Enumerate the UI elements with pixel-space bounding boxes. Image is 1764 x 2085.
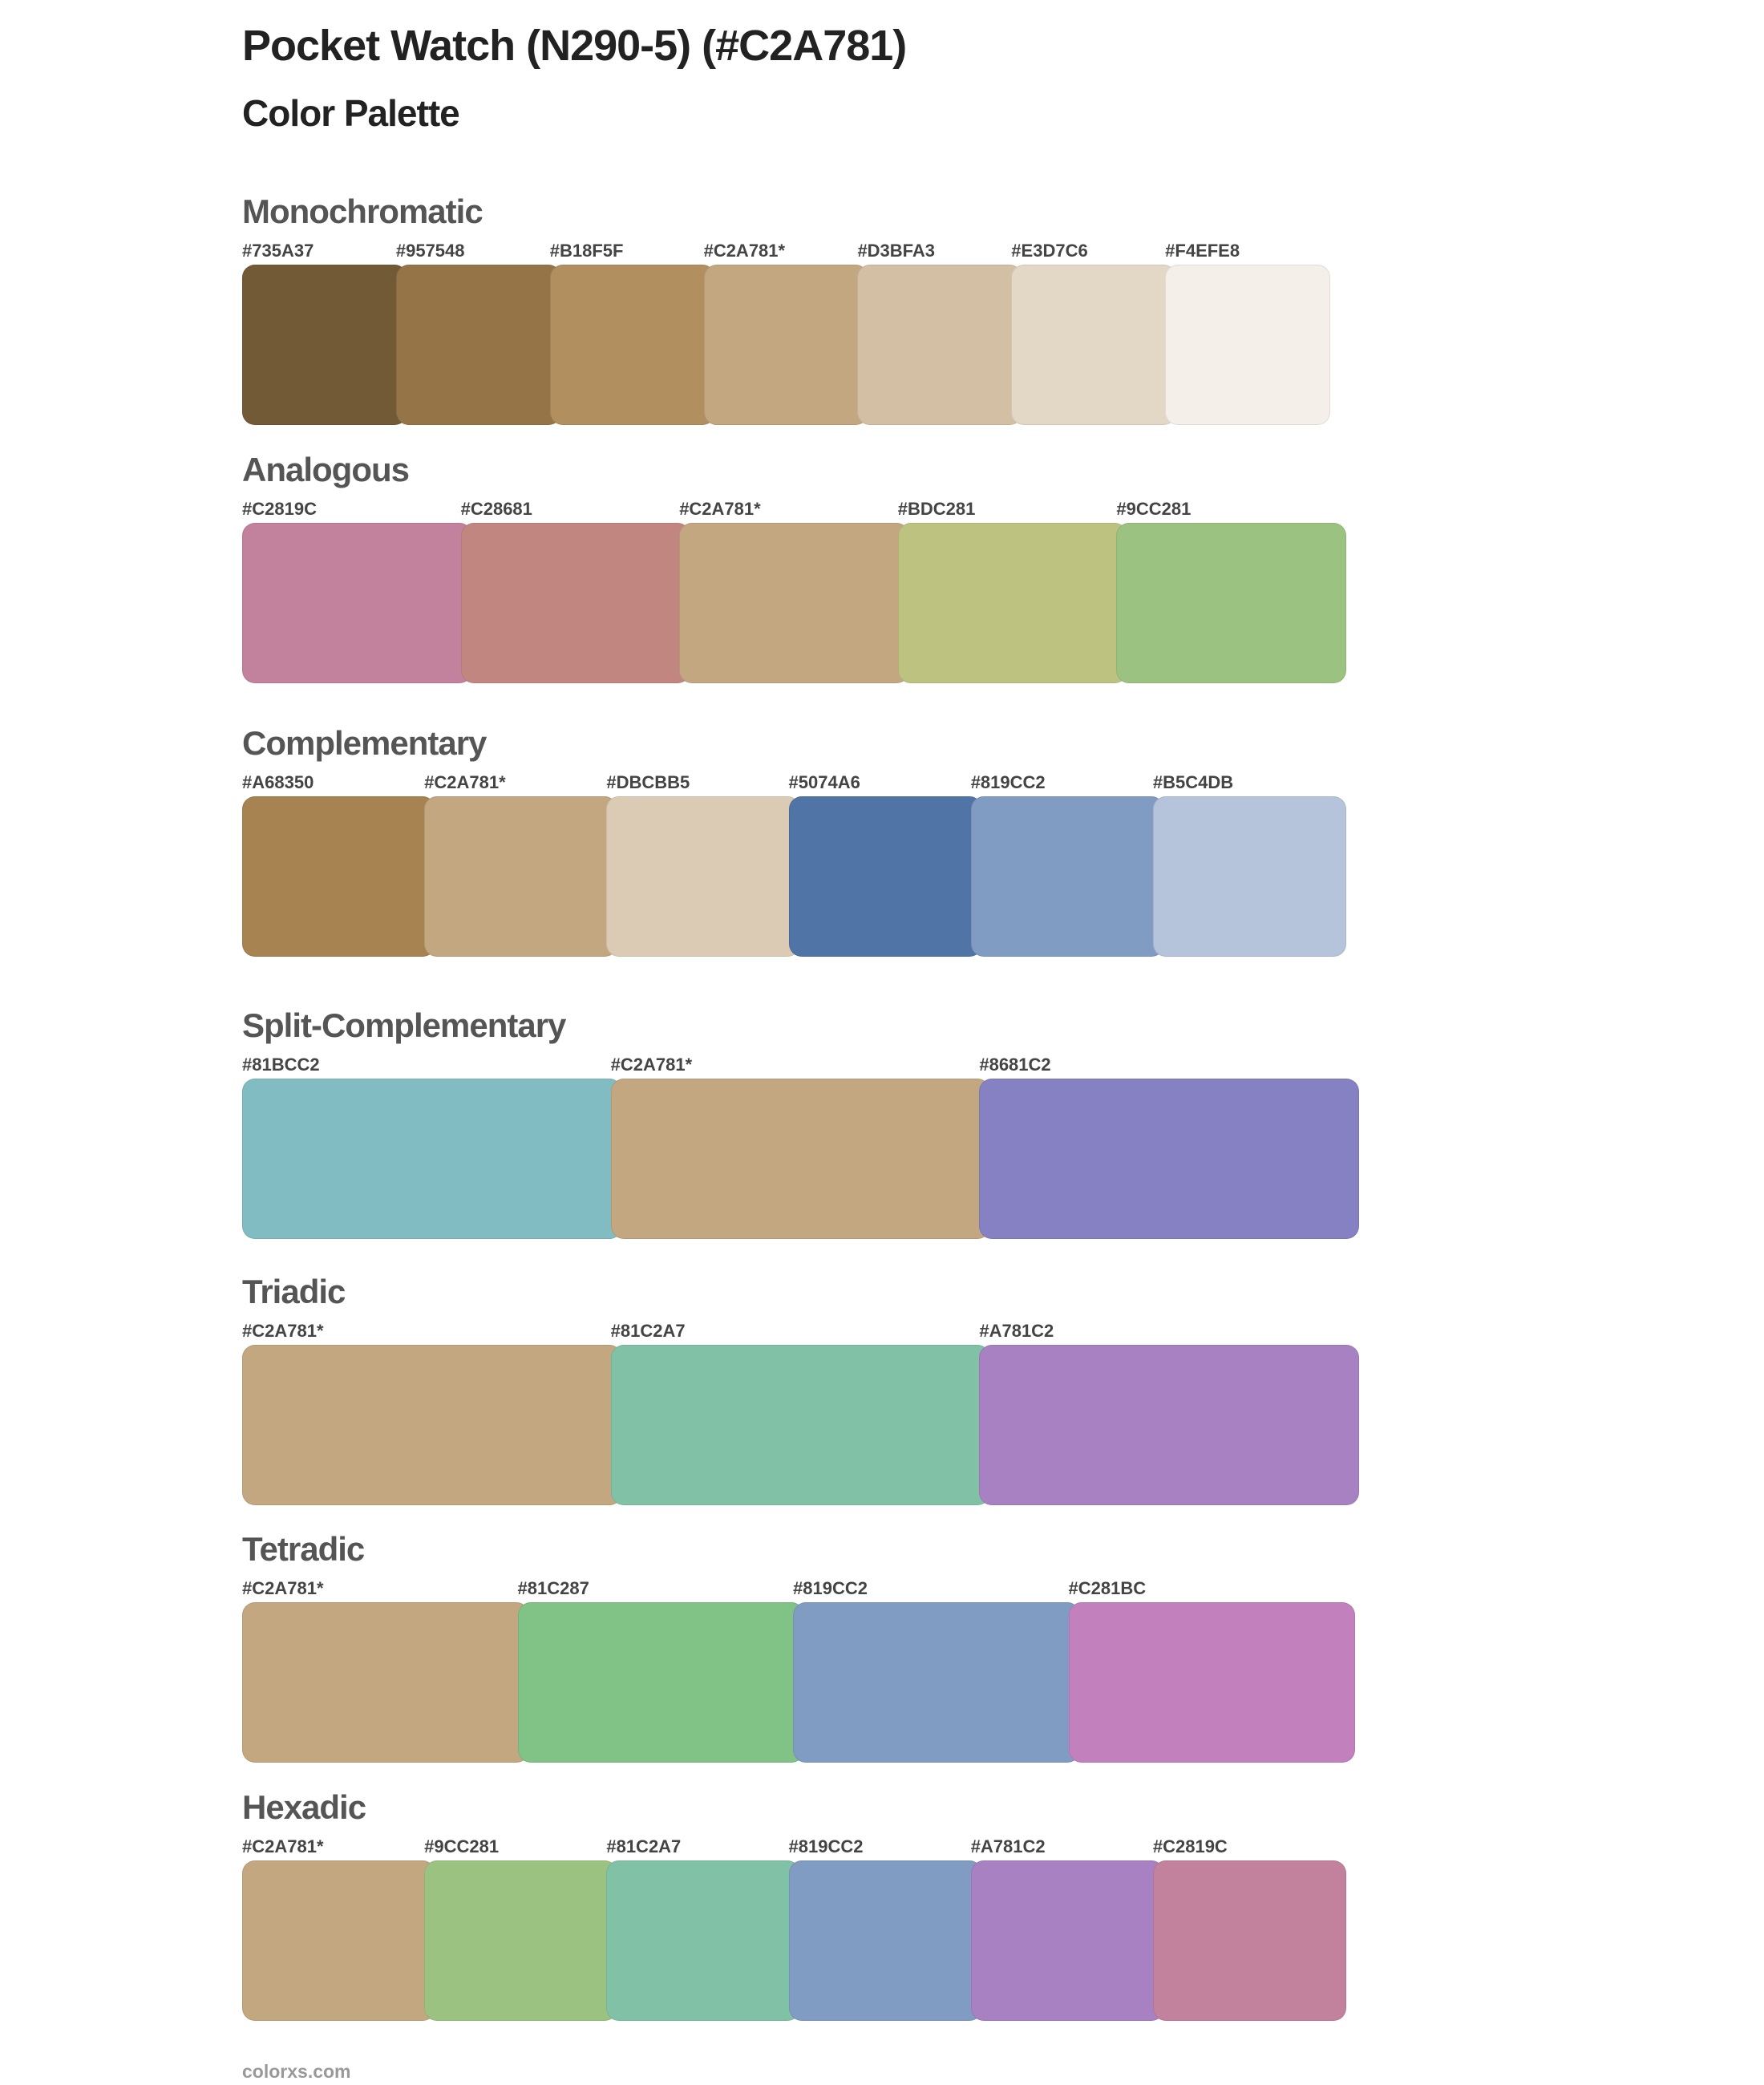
- swatch-row: #C2A781* #9CC281 #81C2A7 #819CC2 #A781C2 #C28…: [242, 1836, 1347, 2021]
- swatch-hex-label: #735A37: [242, 241, 314, 261]
- swatch-hex-label: #D3BFA3: [857, 241, 936, 261]
- color-swatch[interactable]: #A68350: [242, 772, 436, 957]
- color-swatch[interactable]: #C2A781*: [242, 1321, 622, 1505]
- color-swatch[interactable]: #B5C4DB: [1152, 772, 1347, 957]
- color-swatch[interactable]: #81BCC2: [242, 1055, 622, 1239]
- swatch-hex-label: #81C2A7: [606, 1836, 682, 1856]
- swatch-hex-label: #B5C4DB: [1152, 772, 1234, 792]
- color-swatch[interactable]: #E3D7C6: [1011, 241, 1177, 425]
- palette-section-split-complementary: Split-Complementary #81BCC2 #C2A781* #8681C…: [242, 1006, 1360, 1239]
- swatch-hex-label: #8681C2: [979, 1055, 1051, 1075]
- color-swatch[interactable]: #81C2A7: [610, 1321, 991, 1505]
- swatch-hex-label: #DBCBB5: [606, 772, 690, 792]
- color-swatch[interactable]: #81C287: [517, 1578, 804, 1763]
- color-swatch[interactable]: #B18F5F: [549, 241, 715, 425]
- swatch-hex-label: #C2A781*: [703, 241, 786, 261]
- color-swatch[interactable]: #C2A781*: [610, 1055, 991, 1239]
- color-swatch[interactable]: #A781C2: [979, 1321, 1360, 1505]
- section-heading: Analogous: [242, 451, 410, 488]
- swatch-hex-label: #C2819C: [1152, 1836, 1228, 1856]
- palette-section-monochromatic: Monochromatic #735A37 #957548 #B18F5F #C2A78…: [242, 192, 1331, 425]
- swatch-hex-label: #819CC2: [970, 772, 1046, 792]
- color-swatch[interactable]: #C281BC: [1068, 1578, 1355, 1763]
- color-swatch[interactable]: #C2A781*: [679, 499, 909, 683]
- swatch-hex-label: #C2A781*: [242, 1578, 324, 1598]
- color-swatch[interactable]: #819CC2: [788, 1836, 982, 2021]
- swatch-hex-label: #957548: [395, 241, 465, 261]
- color-swatch[interactable]: #9CC281: [1116, 499, 1346, 683]
- swatch-hex-label: #5074A6: [788, 772, 860, 792]
- swatch-hex-label: #9CC281: [424, 1836, 500, 1856]
- palette-section-analogous: Analogous #C2819C #C28681 #C2A781* #BDC281 #9…: [242, 451, 1346, 683]
- palette-section-hexadic: Hexadic #C2A781* #9CC281 #81C2A7 #819CC2 #A78…: [242, 1788, 1347, 2021]
- section-heading: Hexadic: [242, 1788, 366, 1826]
- color-swatch[interactable]: #C2A781*: [703, 241, 869, 425]
- color-swatch[interactable]: #C2A781*: [242, 1836, 436, 2021]
- swatch-hex-label: #A781C2: [979, 1321, 1054, 1341]
- swatch-row: #81BCC2 #C2A781* #8681C2: [242, 1055, 1360, 1239]
- section-heading: Monochromatic: [242, 192, 483, 230]
- swatch-hex-label: #BDC281: [897, 499, 976, 519]
- color-swatch[interactable]: #BDC281: [897, 499, 1128, 683]
- palette-section-triadic: Triadic #C2A781* #81C2A7 #A781C2: [242, 1273, 1360, 1505]
- color-swatch[interactable]: #D3BFA3: [857, 241, 1023, 425]
- swatch-hex-label: #C28681: [460, 499, 532, 519]
- swatch-hex-label: #819CC2: [788, 1836, 864, 1856]
- swatch-hex-label: #A781C2: [970, 1836, 1046, 1856]
- swatch-row: #C2819C #C28681 #C2A781* #BDC281 #9CC281: [242, 499, 1346, 683]
- color-swatch[interactable]: #5074A6: [788, 772, 982, 957]
- swatch-hex-label: #9CC281: [1116, 499, 1192, 519]
- color-swatch[interactable]: #A781C2: [970, 1836, 1164, 2021]
- swatch-hex-label: #C2A781*: [424, 772, 506, 792]
- swatch-row: #C2A781* #81C287 #819CC2 #C281BC: [242, 1578, 1355, 1763]
- color-swatch[interactable]: #C2A781*: [424, 772, 618, 957]
- color-swatch[interactable]: #81C2A7: [606, 1836, 800, 2021]
- swatch-hex-label: #C2A781*: [242, 1321, 324, 1341]
- color-swatch[interactable]: #C2A781*: [242, 1578, 529, 1763]
- swatch-hex-label: #81BCC2: [242, 1055, 320, 1075]
- section-heading: Split-Complementary: [242, 1006, 566, 1044]
- swatch-row: #C2A781* #81C2A7 #A781C2: [242, 1321, 1360, 1505]
- color-swatch[interactable]: #DBCBB5: [606, 772, 800, 957]
- swatch-row: #735A37 #957548 #B18F5F #C2A781* #D3BFA3 #E3D…: [242, 241, 1331, 425]
- swatch-hex-label: #B18F5F: [549, 241, 624, 261]
- swatch-hex-label: #C2A781*: [610, 1055, 693, 1075]
- palette-section-complementary: Complementary #A68350 #C2A781* #DBCBB5 #5074…: [242, 724, 1347, 957]
- swatch-hex-label: #E3D7C6: [1011, 241, 1088, 261]
- section-heading: Tetradic: [242, 1530, 365, 1568]
- swatch-hex-label: #C2819C: [242, 499, 317, 519]
- swatch-hex-label: #C2A781*: [242, 1836, 324, 1856]
- section-heading: Complementary: [242, 724, 487, 762]
- page-title: Pocket Watch (N290-5) (#C2A781): [242, 22, 907, 70]
- section-heading: Triadic: [242, 1273, 346, 1310]
- color-swatch[interactable]: #9CC281: [424, 1836, 618, 2021]
- swatch-hex-label: #81C2A7: [610, 1321, 686, 1341]
- swatch-row: #A68350 #C2A781* #DBCBB5 #5074A6 #819CC2 #B5C…: [242, 772, 1347, 957]
- color-swatch[interactable]: #C28681: [460, 499, 691, 683]
- swatch-hex-label: #81C287: [517, 1578, 589, 1598]
- swatch-hex-label: #819CC2: [793, 1578, 868, 1598]
- color-swatch[interactable]: #C2819C: [242, 499, 472, 683]
- color-swatch[interactable]: #C2819C: [1152, 1836, 1347, 2021]
- color-swatch[interactable]: #735A37: [242, 241, 407, 425]
- swatch-hex-label: #C2A781*: [679, 499, 761, 519]
- page-subtitle: Color Palette: [242, 92, 460, 134]
- swatch-hex-label: #F4EFE8: [1165, 241, 1240, 261]
- swatch-hex-label: #C281BC: [1068, 1578, 1147, 1598]
- color-swatch[interactable]: #8681C2: [979, 1055, 1360, 1239]
- color-swatch[interactable]: #957548: [395, 241, 561, 425]
- color-swatch[interactable]: #819CC2: [793, 1578, 1080, 1763]
- color-swatch[interactable]: #819CC2: [970, 772, 1164, 957]
- footer-site-link[interactable]: colorxs.com: [242, 2061, 351, 2082]
- color-swatch[interactable]: #F4EFE8: [1165, 241, 1331, 425]
- palette-section-tetradic: Tetradic #C2A781* #81C287 #819CC2 #C281BC: [242, 1530, 1355, 1763]
- swatch-hex-label: #A68350: [242, 772, 314, 792]
